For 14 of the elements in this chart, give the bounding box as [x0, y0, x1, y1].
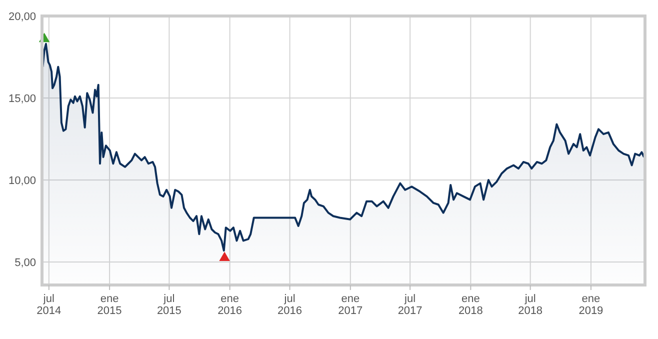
x-tick-label: ene 2015	[97, 293, 122, 317]
y-tick-label: 10,00	[8, 175, 36, 188]
x-tick-label: jul 2015	[156, 293, 182, 317]
y-tick-label: 15,00	[8, 93, 36, 106]
x-tick-label: ene 2016	[218, 293, 242, 317]
x-tick-label: ene 2019	[578, 293, 604, 317]
y-tick-label: 5,00	[14, 257, 36, 270]
x-tick-label: ene 2017	[338, 293, 363, 317]
x-tick-label: ene 2018	[458, 293, 483, 317]
x-tick-label: jul 2018	[518, 293, 543, 317]
x-tick-label: jul 2014	[36, 293, 62, 317]
y-tick-label: 20,00	[8, 11, 36, 23]
x-tick-label: jul 2016	[278, 293, 302, 317]
x-tick-label: jul 2017	[398, 293, 422, 317]
